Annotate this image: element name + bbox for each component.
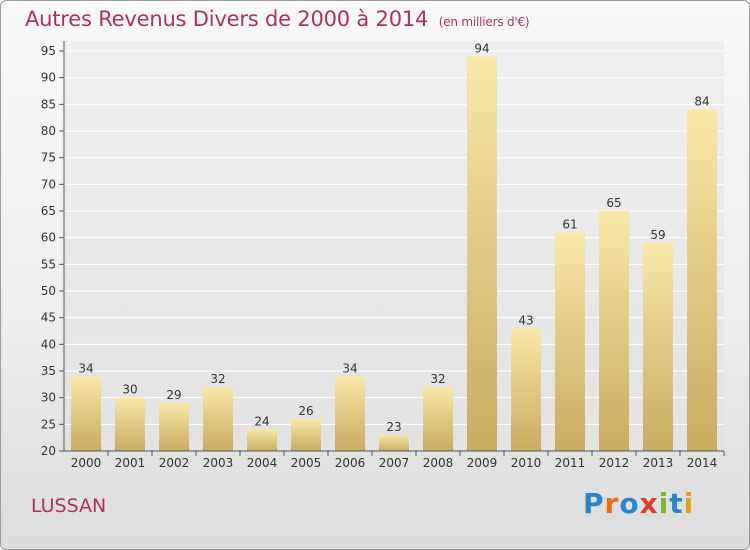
proxiti-logo: Proxiti bbox=[583, 487, 694, 520]
data-label: 65 bbox=[606, 196, 621, 210]
x-tick-label: 2013 bbox=[643, 456, 674, 470]
y-tick-label: 65 bbox=[41, 204, 56, 218]
x-tick-label: 2008 bbox=[423, 456, 454, 470]
bar bbox=[379, 435, 409, 451]
chart-title-text: Autres Revenus Divers de 2000 à 2014 bbox=[25, 7, 429, 31]
y-tick-label: 30 bbox=[41, 391, 56, 405]
logo-letter: t bbox=[669, 487, 684, 520]
data-labels-group: 34 30 29 32 24 26 34 23 32 94 43 61 65 59 84 bbox=[78, 41, 709, 434]
data-label: 34 bbox=[78, 361, 93, 375]
logo-letter: x bbox=[639, 487, 659, 520]
x-tick-label: 2011 bbox=[555, 456, 586, 470]
y-tick-label: 60 bbox=[41, 231, 56, 245]
x-tick-label: 2005 bbox=[291, 456, 322, 470]
logo-letter: r bbox=[604, 487, 620, 520]
x-tick-label: 2009 bbox=[467, 456, 498, 470]
chart-unit: (en milliers d'€) bbox=[438, 15, 530, 29]
logo-letter: i bbox=[683, 487, 695, 520]
data-label: 94 bbox=[474, 41, 489, 55]
chart-title: Autres Revenus Divers de 2000 à 2014 (en… bbox=[25, 7, 530, 31]
bar bbox=[599, 211, 629, 451]
bar bbox=[423, 387, 453, 451]
bar bbox=[511, 328, 541, 451]
y-tick-label: 45 bbox=[41, 311, 56, 325]
y-tick-label: 50 bbox=[41, 284, 56, 298]
bar bbox=[159, 403, 189, 451]
y-tick-label: 95 bbox=[41, 44, 56, 58]
x-tick-label: 2006 bbox=[335, 456, 366, 470]
y-tick-label: 40 bbox=[41, 337, 56, 351]
bar bbox=[71, 376, 101, 451]
x-tick-label: 2012 bbox=[599, 456, 630, 470]
x-tick-label: 2003 bbox=[203, 456, 234, 470]
bar bbox=[467, 56, 497, 451]
bar bbox=[247, 429, 277, 451]
x-tick-label: 2007 bbox=[379, 456, 410, 470]
axes-group: 20 25 30 35 40 45 50 55 60 65 70 75 80 85 90 95 2000 2001… bbox=[41, 41, 725, 470]
data-label: 61 bbox=[562, 217, 577, 231]
x-tick-label: 2010 bbox=[511, 456, 542, 470]
y-tick-label: 25 bbox=[41, 417, 56, 431]
x-tick-label: 2004 bbox=[247, 456, 278, 470]
logo-letter: P bbox=[583, 487, 605, 520]
data-label: 34 bbox=[342, 361, 357, 375]
y-tick-label: 35 bbox=[41, 364, 56, 378]
x-tick-label: 2000 bbox=[71, 456, 102, 470]
y-tick-label: 80 bbox=[41, 124, 56, 138]
x-tick-label: 2014 bbox=[687, 456, 718, 470]
y-tick-label: 20 bbox=[41, 444, 56, 458]
bar bbox=[335, 376, 365, 451]
logo-letter: i bbox=[658, 487, 670, 520]
data-label: 32 bbox=[210, 372, 225, 386]
bar bbox=[687, 109, 717, 452]
bar bbox=[203, 387, 233, 451]
data-label: 30 bbox=[122, 383, 137, 397]
bar bbox=[643, 243, 673, 451]
data-label: 32 bbox=[430, 372, 445, 386]
logo-letter: o bbox=[619, 487, 640, 520]
y-tick-label: 75 bbox=[41, 151, 56, 165]
y-tick-label: 70 bbox=[41, 177, 56, 191]
bar bbox=[115, 397, 145, 451]
data-label: 23 bbox=[386, 420, 401, 434]
data-label: 24 bbox=[254, 415, 269, 429]
data-label: 59 bbox=[650, 228, 665, 242]
bar bbox=[555, 232, 585, 451]
y-tick-label: 90 bbox=[41, 71, 56, 85]
data-label: 29 bbox=[166, 388, 181, 402]
y-tick-label: 55 bbox=[41, 257, 56, 271]
y-tick-label: 85 bbox=[41, 97, 56, 111]
x-tick-label: 2001 bbox=[115, 456, 146, 470]
data-label: 26 bbox=[298, 404, 313, 418]
x-tick-label: 2002 bbox=[159, 456, 190, 470]
bar bbox=[291, 419, 321, 451]
data-label: 84 bbox=[694, 95, 709, 109]
data-label: 43 bbox=[518, 313, 533, 327]
place-name: LUSSAN bbox=[31, 495, 107, 517]
bars-group bbox=[71, 56, 717, 452]
